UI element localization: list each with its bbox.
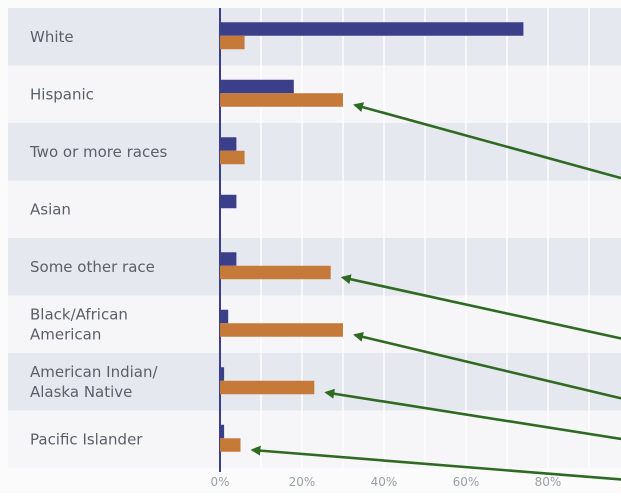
bar-series-2 [220, 266, 331, 280]
category-label: Pacific Islander [30, 430, 143, 448]
category-label: Hispanic [30, 85, 94, 103]
bar-series-1 [220, 425, 224, 439]
category-label: White [30, 28, 74, 46]
bar-series-1 [220, 252, 236, 266]
bar-series-1 [220, 80, 294, 94]
category-label: American [30, 325, 101, 343]
x-tick-label: 0% [210, 475, 229, 489]
row-band [8, 353, 621, 411]
bar-series-1 [220, 195, 236, 209]
category-label: American Indian/ [30, 363, 158, 381]
bar-series-1 [220, 137, 236, 151]
bar-series-2 [220, 36, 245, 50]
x-tick-label: 20% [289, 475, 316, 489]
row-band [8, 8, 621, 66]
bar-series-1 [220, 22, 523, 36]
bar-series-2 [220, 438, 241, 452]
row-band [8, 181, 621, 239]
category-label: Black/African [30, 305, 128, 323]
x-tick-label: 60% [453, 475, 480, 489]
bar-series-2 [220, 151, 245, 165]
x-tick-label: 40% [371, 475, 398, 489]
x-tick-label: 80% [535, 475, 562, 489]
x-tick-labels: 0% 20% 40% 60% 80% [210, 475, 561, 489]
bar-series-1 [220, 367, 224, 381]
category-label: Alaska Native [30, 383, 132, 401]
bar-series-2 [220, 381, 314, 395]
bar-series-2 [220, 323, 343, 337]
category-label: Some other race [30, 258, 155, 276]
category-label: Two or more races [29, 143, 167, 161]
bar-series-2 [220, 93, 343, 107]
bar-series-1 [220, 310, 228, 324]
category-label: Asian [30, 200, 71, 218]
